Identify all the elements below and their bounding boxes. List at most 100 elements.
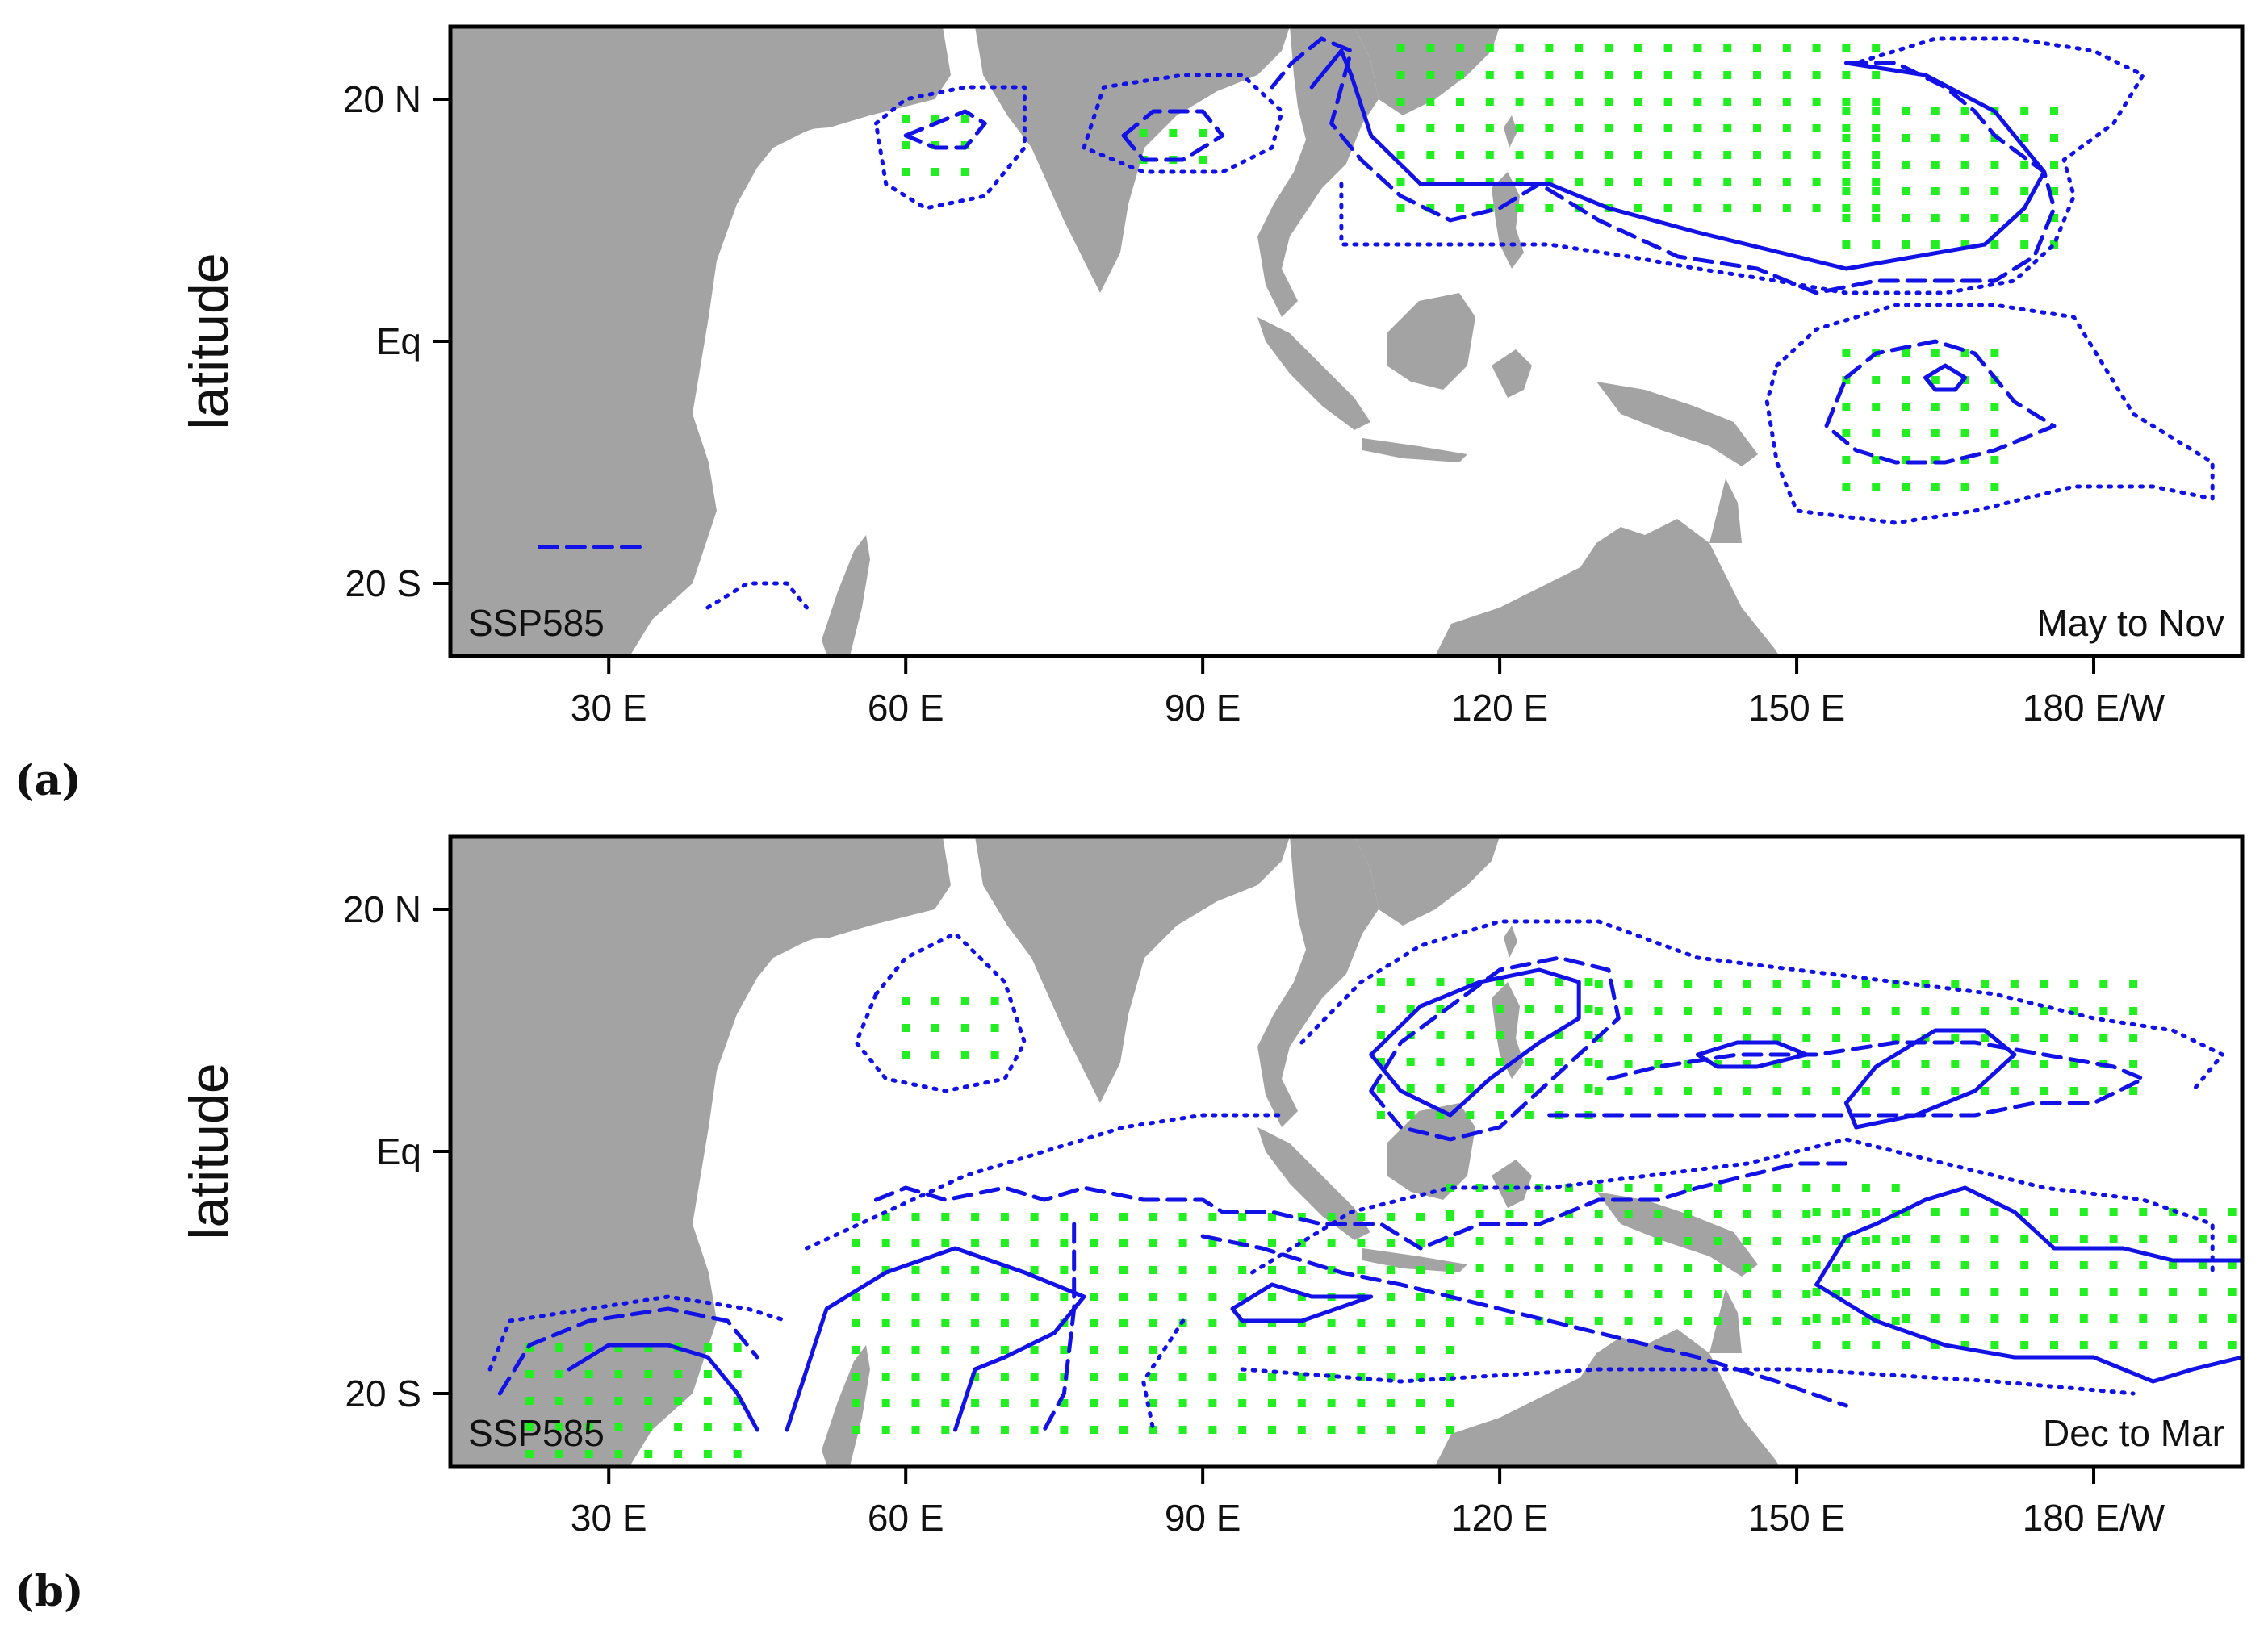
- stipple-dot: [1772, 1317, 1781, 1325]
- stipple-dot: [1475, 1237, 1484, 1245]
- stipple-dot: [1931, 240, 1940, 249]
- stipple-dot: [1832, 1317, 1841, 1325]
- stipple-dot: [1000, 1373, 1009, 1381]
- stipple-dot: [1119, 1293, 1128, 1301]
- stipple-dot: [1684, 1317, 1693, 1325]
- stipple-dot: [1297, 1319, 1306, 1327]
- stipple-dot: [931, 997, 939, 1005]
- stipple-dot: [1416, 1213, 1425, 1221]
- stipple-dot: [1624, 1087, 1633, 1095]
- stipple-dot: [1772, 1237, 1781, 1245]
- stipple-dot: [2050, 161, 2058, 169]
- stipple-dot: [1515, 44, 1524, 52]
- stipple-dot: [1990, 1341, 1999, 1349]
- stipple-dot: [1931, 214, 1940, 222]
- stipple-dot: [1119, 1399, 1128, 1407]
- stipple-dot: [1861, 980, 1870, 988]
- stipple-dot: [1466, 1031, 1475, 1039]
- stipple-dot: [1436, 1058, 1445, 1066]
- stipple-dot: [1654, 1264, 1663, 1272]
- stipple-dot: [2050, 1261, 2058, 1269]
- stipple-dot: [2069, 1007, 2078, 1015]
- stipple-dot: [1960, 134, 1969, 142]
- stipple-dot: [1515, 151, 1524, 159]
- stipple-dot: [1456, 151, 1464, 159]
- stipple-dot: [525, 1450, 534, 1458]
- stipple-dot: [1387, 1319, 1396, 1327]
- contour-dotted-line: [873, 85, 1027, 211]
- stipple-dot: [1842, 483, 1851, 491]
- stipple-dot: [1663, 124, 1672, 132]
- stipple-dot: [911, 1426, 920, 1434]
- stipple-dot: [1902, 1341, 1910, 1349]
- panel-b-contours: [487, 919, 2242, 1432]
- stipple-dot: [2010, 1060, 2019, 1068]
- contour-dotted-line: [1250, 1137, 2215, 1275]
- stipple-dot: [554, 1397, 563, 1405]
- stipple-dot: [1515, 124, 1524, 132]
- stipple-dot: [902, 1024, 910, 1032]
- stipple-dot: [1772, 1264, 1781, 1272]
- stipple-dot: [1713, 1210, 1722, 1218]
- stipple-dot: [1743, 1034, 1751, 1042]
- stipple-dot: [1000, 1213, 1009, 1221]
- contour-dotted-line: [705, 581, 809, 610]
- stipple-dot: [2040, 1034, 2048, 1042]
- stipple-dot: [1624, 1210, 1633, 1218]
- stipple-dot: [911, 1213, 920, 1221]
- stipple-dot: [1327, 1426, 1336, 1434]
- stipple-dot: [1872, 161, 1881, 169]
- stipple-dot: [1297, 1399, 1306, 1407]
- stipple-dot: [733, 1423, 742, 1431]
- stipple-dot: [1456, 204, 1464, 212]
- contour-solid-line: [1814, 1185, 2242, 1287]
- stipple-dot: [1634, 151, 1642, 159]
- stipple-dot: [1496, 978, 1504, 986]
- stipple-dot: [1782, 124, 1791, 132]
- stipple-dot: [1960, 107, 1969, 115]
- contour-solid-line: [1230, 1282, 1374, 1323]
- stipple-dot: [2020, 1341, 2029, 1349]
- stipple-dot: [1268, 1399, 1276, 1407]
- stipple-dot: [1753, 98, 1761, 106]
- stipple-dot: [902, 141, 910, 149]
- stipple-dot: [1119, 1213, 1128, 1221]
- stipple-dot: [703, 1397, 712, 1405]
- stipple-dot: [852, 1399, 860, 1407]
- stipple-dot: [1772, 1034, 1781, 1042]
- stipple-dot: [1713, 1290, 1722, 1298]
- stipple-dot: [1684, 1060, 1693, 1068]
- stipple-dot: [1396, 178, 1405, 186]
- stipple-dot: [1872, 98, 1881, 106]
- stipple-dot: [1624, 1290, 1633, 1298]
- stipple-dot: [1960, 349, 1969, 357]
- stipple-dot: [2069, 1060, 2078, 1068]
- stipple-dot: [1931, 1261, 1940, 1269]
- stipple-dot: [614, 1397, 623, 1405]
- stipple-dot: [1357, 1319, 1366, 1327]
- stipple-dot: [1902, 1288, 1910, 1296]
- stipple-dot: [1960, 187, 1969, 195]
- stipple-dot: [1496, 1005, 1504, 1013]
- stipple-dot: [1475, 1317, 1484, 1325]
- stipple-dot: [1902, 349, 1910, 357]
- stipple-dot: [2050, 187, 2058, 195]
- stipple-dot: [1376, 1111, 1385, 1119]
- stipple-dot: [1238, 1346, 1247, 1354]
- panel-a-letter: (a): [15, 756, 82, 805]
- contour-dashed-line: [1270, 36, 2057, 295]
- stipple-dot: [1584, 1084, 1593, 1093]
- stipple-dot: [931, 1024, 939, 1032]
- stipple-dot: [1446, 1184, 1454, 1192]
- stipple-dot: [1832, 1210, 1841, 1218]
- stipple-dot: [1802, 1034, 1811, 1042]
- stipple-dot: [1387, 1213, 1396, 1221]
- stipple-dot: [1584, 1058, 1593, 1066]
- stipple-dot: [2010, 1007, 2019, 1015]
- stipple-dot: [1872, 178, 1881, 186]
- stipple-dot: [1812, 1341, 1821, 1349]
- stipple-dot: [1812, 178, 1821, 186]
- stipple-dot: [1466, 1111, 1475, 1119]
- stipple-dot: [1753, 151, 1761, 159]
